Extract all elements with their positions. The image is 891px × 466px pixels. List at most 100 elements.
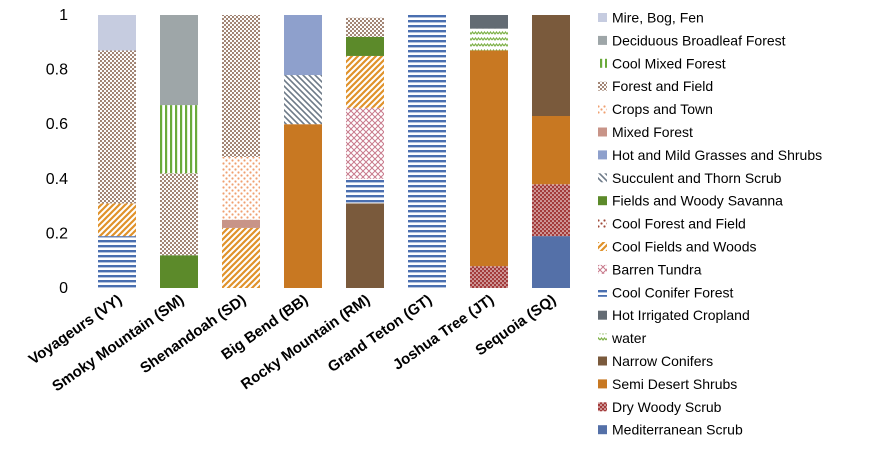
legend-swatch xyxy=(598,104,607,114)
bar-segment-fields-and-woody-savanna xyxy=(346,36,384,56)
legend-item-forest-and-field: Forest and Field xyxy=(598,78,713,94)
legend-swatch xyxy=(598,35,607,45)
legend-swatch xyxy=(598,58,607,68)
y-tick-label: 0 xyxy=(59,280,68,297)
legend-item-cool-mixed-forest: Cool Mixed Forest xyxy=(598,55,726,71)
legend-label: Cool Forest and Field xyxy=(612,216,746,232)
legend-item-succulent-and-thorn-scrub: Succulent and Thorn Scrub xyxy=(598,170,782,186)
y-axis: 0 0.2 0.4 0.6 0.8 1 xyxy=(46,7,68,297)
legend-swatch xyxy=(598,219,607,229)
legend-item-semi-desert-shrubs: Semi Desert Shrubs xyxy=(598,376,737,392)
legend-label: Forest and Field xyxy=(612,78,713,94)
bar-segment-narrow-conifers xyxy=(346,203,384,288)
y-tick-label: 0.4 xyxy=(46,171,68,188)
legend-swatch xyxy=(598,242,607,251)
legend-swatch xyxy=(598,425,607,435)
legend-label: Hot and Mild Grasses and Shrubs xyxy=(612,147,822,163)
bar-segment-hot-irrigated-cropland xyxy=(470,15,508,29)
legend-swatch xyxy=(598,402,607,412)
bar-segment-cool-mixed-forest xyxy=(160,105,198,174)
legend-label: Narrow Conifers xyxy=(612,353,713,369)
legend-item-cool-forest-and-field: Cool Forest and Field xyxy=(598,216,746,232)
bar-segment-cool-fields-and-woods xyxy=(222,227,260,288)
bar-segment-forest-and-field xyxy=(222,15,260,157)
legend-item-mediterranean-scrub: Mediterranean Scrub xyxy=(598,422,743,438)
bar-segment-cool-fields-and-woods xyxy=(346,55,384,108)
legend-swatch xyxy=(598,379,607,389)
y-tick-label: 1 xyxy=(59,7,68,24)
legend-swatch xyxy=(598,81,607,91)
legend-item-narrow-conifers: Narrow Conifers xyxy=(598,353,713,369)
legend-item-water: water xyxy=(598,330,647,346)
bar-segment-semi-desert-shrubs xyxy=(532,116,570,185)
x-tick-label: Grand Teton (GT) xyxy=(325,291,436,376)
legend-swatch xyxy=(598,333,607,343)
legend-swatch xyxy=(598,196,607,206)
legend-swatch xyxy=(598,173,607,183)
bar-segment-water xyxy=(470,28,508,51)
x-tick-label: Joshua Tree (JT) xyxy=(390,291,497,373)
bar-segment-dry-woody-scrub xyxy=(470,266,508,288)
bar-segment-mire-bog-fen xyxy=(98,15,136,51)
legend-label: Cool Conifer Forest xyxy=(612,284,733,300)
bar-segment-hot-and-mild-grasses-and-shrubs xyxy=(284,15,322,76)
y-tick-label: 0.2 xyxy=(46,225,68,242)
bar-segment-cool-conifer-forest xyxy=(98,236,136,288)
legend-item-crops-and-town: Crops and Town xyxy=(598,101,713,117)
bar-segment-cool-conifer-forest xyxy=(408,15,446,288)
legend-swatch xyxy=(598,264,607,274)
legend-label: water xyxy=(611,330,647,346)
bar-segment-mediterranean-scrub xyxy=(532,236,570,288)
legend-label: Mire, Bog, Fen xyxy=(612,10,704,26)
y-tick-label: 0.6 xyxy=(46,116,68,133)
legend-label: Semi Desert Shrubs xyxy=(612,376,737,392)
bar-segment-dry-woody-scrub xyxy=(532,184,570,237)
legend-item-barren-tundra: Barren Tundra xyxy=(598,261,702,277)
legend-swatch xyxy=(598,356,607,366)
legend-label: Cool Mixed Forest xyxy=(612,55,726,71)
legend-label: Deciduous Broadleaf Forest xyxy=(612,32,786,48)
legend-label: Crops and Town xyxy=(612,101,713,117)
bar-segment-fields-and-woody-savanna xyxy=(160,255,198,288)
x-axis: Voyageurs (VY)Smoky Mountain (SM)Shenand… xyxy=(26,291,560,395)
legend-swatch xyxy=(598,310,607,320)
bar-segment-barren-tundra xyxy=(346,107,384,179)
legend-item-hot-and-mild-grasses-and-shrubs: Hot and Mild Grasses and Shrubs xyxy=(598,147,822,163)
legend-item-hot-irrigated-cropland: Hot Irrigated Cropland xyxy=(598,307,750,323)
legend-swatch xyxy=(598,150,607,160)
bar-segment-crops-and-town xyxy=(222,156,260,220)
legend-label: Cool Fields and Woods xyxy=(612,239,756,255)
bar-segment-narrow-conifers xyxy=(532,15,570,117)
legend-label: Dry Woody Scrub xyxy=(612,399,722,415)
x-tick-label: Shenandoah (SD) xyxy=(137,291,249,377)
bar-segment-forest-and-field xyxy=(346,17,384,37)
bar-segment-semi-desert-shrubs xyxy=(470,50,508,267)
bar-segment-mixed-forest xyxy=(222,219,260,228)
bar-segment-cool-fields-and-woods xyxy=(98,203,136,237)
legend-label: Fields and Woody Savanna xyxy=(612,193,783,209)
legend-label: Mixed Forest xyxy=(612,124,693,140)
bar-segment-succulent-and-thorn-scrub xyxy=(284,75,322,125)
legend-item-cool-conifer-forest: Cool Conifer Forest xyxy=(598,284,733,300)
legend-label: Hot Irrigated Cropland xyxy=(612,307,750,323)
legend-label: Barren Tundra xyxy=(612,261,702,277)
bar-segment-semi-desert-shrubs xyxy=(284,124,322,288)
y-tick-label: 0.8 xyxy=(46,62,68,79)
legend-item-mire-bog-fen: Mire, Bog, Fen xyxy=(598,10,704,26)
legend-item-deciduous-broadleaf-forest: Deciduous Broadleaf Forest xyxy=(598,32,786,48)
legend-label: Mediterranean Scrub xyxy=(612,422,743,438)
legend: Mire, Bog, Fen Deciduous Broadleaf Forest… xyxy=(598,10,822,438)
bar-segment-forest-and-field xyxy=(160,173,198,256)
legend-swatch xyxy=(598,127,607,137)
legend-label: Succulent and Thorn Scrub xyxy=(612,170,782,186)
legend-swatch xyxy=(598,13,607,22)
legend-item-fields-and-woody-savanna: Fields and Woody Savanna xyxy=(598,193,783,209)
bar-segment-cool-conifer-forest xyxy=(346,178,384,204)
legend-item-cool-fields-and-woods: Cool Fields and Woods xyxy=(598,239,756,255)
legend-item-dry-woody-scrub: Dry Woody Scrub xyxy=(598,399,722,415)
legend-item-mixed-forest: Mixed Forest xyxy=(598,124,693,140)
legend-swatch xyxy=(598,287,607,297)
bar-segment-deciduous-broadleaf-forest xyxy=(160,15,198,106)
bar-segment-forest-and-field xyxy=(98,50,136,204)
